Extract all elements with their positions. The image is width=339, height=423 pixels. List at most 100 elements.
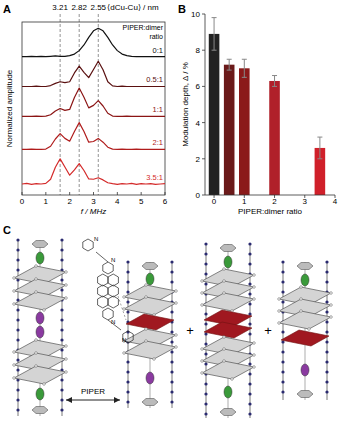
capping-ring <box>142 263 158 270</box>
atom <box>325 320 328 323</box>
legend-title: PIPER:dimerratio <box>123 24 164 40</box>
atom <box>248 242 251 245</box>
x-tick <box>93 192 94 195</box>
atom <box>325 360 328 363</box>
metal-center <box>36 312 44 324</box>
error-cap <box>242 59 247 60</box>
atom <box>60 328 63 331</box>
metal-center <box>36 252 44 264</box>
node <box>123 352 126 355</box>
top-axis-label: ⟨dCu-Cu⟩ / nm <box>107 3 159 12</box>
atom <box>170 350 173 353</box>
y-axis-label: Normalized amplitude <box>5 69 14 147</box>
ring <box>123 331 133 343</box>
atom <box>16 368 19 371</box>
atom <box>126 370 129 373</box>
atom <box>170 370 173 373</box>
trace <box>22 61 165 86</box>
node <box>278 298 281 301</box>
node <box>300 298 303 301</box>
node <box>145 296 148 299</box>
x-tick-label: 3 <box>91 197 96 206</box>
atom <box>170 360 173 363</box>
atom <box>248 262 251 265</box>
atom <box>204 392 207 395</box>
node <box>35 352 38 355</box>
atom <box>60 278 63 281</box>
node <box>43 309 46 312</box>
capping-ring <box>220 409 236 416</box>
atom <box>60 248 63 251</box>
atom <box>16 318 19 321</box>
leader-line <box>118 296 126 320</box>
atom <box>325 380 328 383</box>
plot-area <box>209 18 325 195</box>
atom <box>248 332 251 335</box>
ring <box>98 274 108 286</box>
atom <box>60 318 63 321</box>
atom <box>170 330 173 333</box>
atom <box>170 380 173 383</box>
y-axis-label: Modulation depth, Δ / % <box>181 62 190 147</box>
node <box>253 366 256 369</box>
atom <box>248 302 251 305</box>
node <box>300 286 303 289</box>
node <box>330 304 333 307</box>
atom <box>60 288 63 291</box>
atom-label: N <box>122 337 126 343</box>
atom <box>60 408 63 411</box>
atom <box>60 258 63 261</box>
atom <box>126 360 129 363</box>
x-tick-label: 2 <box>67 197 72 206</box>
x-axis-label: PIPER:dimer ratio <box>238 207 303 216</box>
atom <box>325 300 328 303</box>
metal-center <box>146 372 154 384</box>
stack <box>123 260 178 408</box>
x-tick-label: 6 <box>163 197 168 206</box>
node <box>13 290 16 293</box>
node <box>145 340 148 343</box>
atom <box>281 350 284 353</box>
atom <box>126 290 129 293</box>
atom <box>60 398 63 401</box>
x-tick-label: 0 <box>20 197 25 206</box>
bar <box>224 65 235 195</box>
bar <box>239 68 250 195</box>
atom <box>281 380 284 383</box>
node <box>278 310 281 313</box>
x-tick-label: 4 <box>333 197 338 206</box>
atom <box>16 358 19 361</box>
metal-center <box>301 364 309 376</box>
node <box>253 342 256 345</box>
atom <box>281 260 284 263</box>
node <box>201 372 204 375</box>
atom <box>126 310 129 313</box>
atom <box>204 342 207 345</box>
bar <box>269 81 280 195</box>
capping-ring <box>32 407 48 414</box>
atom <box>126 300 129 303</box>
atom <box>170 390 173 393</box>
node <box>175 302 178 305</box>
y-tick-label: 10 <box>191 10 200 19</box>
ring <box>108 274 118 286</box>
legend-title-line: ratio <box>149 33 163 40</box>
ring <box>108 296 118 308</box>
atom <box>16 328 19 331</box>
rod <box>128 262 129 408</box>
atom <box>204 252 207 255</box>
x-tick-label: 3 <box>303 197 308 206</box>
node <box>65 371 68 374</box>
grid-line <box>98 14 99 195</box>
atom <box>170 400 173 403</box>
error-stem <box>274 76 275 87</box>
y-tick <box>202 195 205 196</box>
x-tick-label: 4 <box>115 197 120 206</box>
atom <box>16 408 19 411</box>
legend-entry: 2:1 <box>153 138 163 147</box>
sheet <box>124 297 176 315</box>
node <box>65 297 68 300</box>
error-cap <box>227 70 232 71</box>
node <box>201 280 204 283</box>
rod <box>250 244 251 418</box>
